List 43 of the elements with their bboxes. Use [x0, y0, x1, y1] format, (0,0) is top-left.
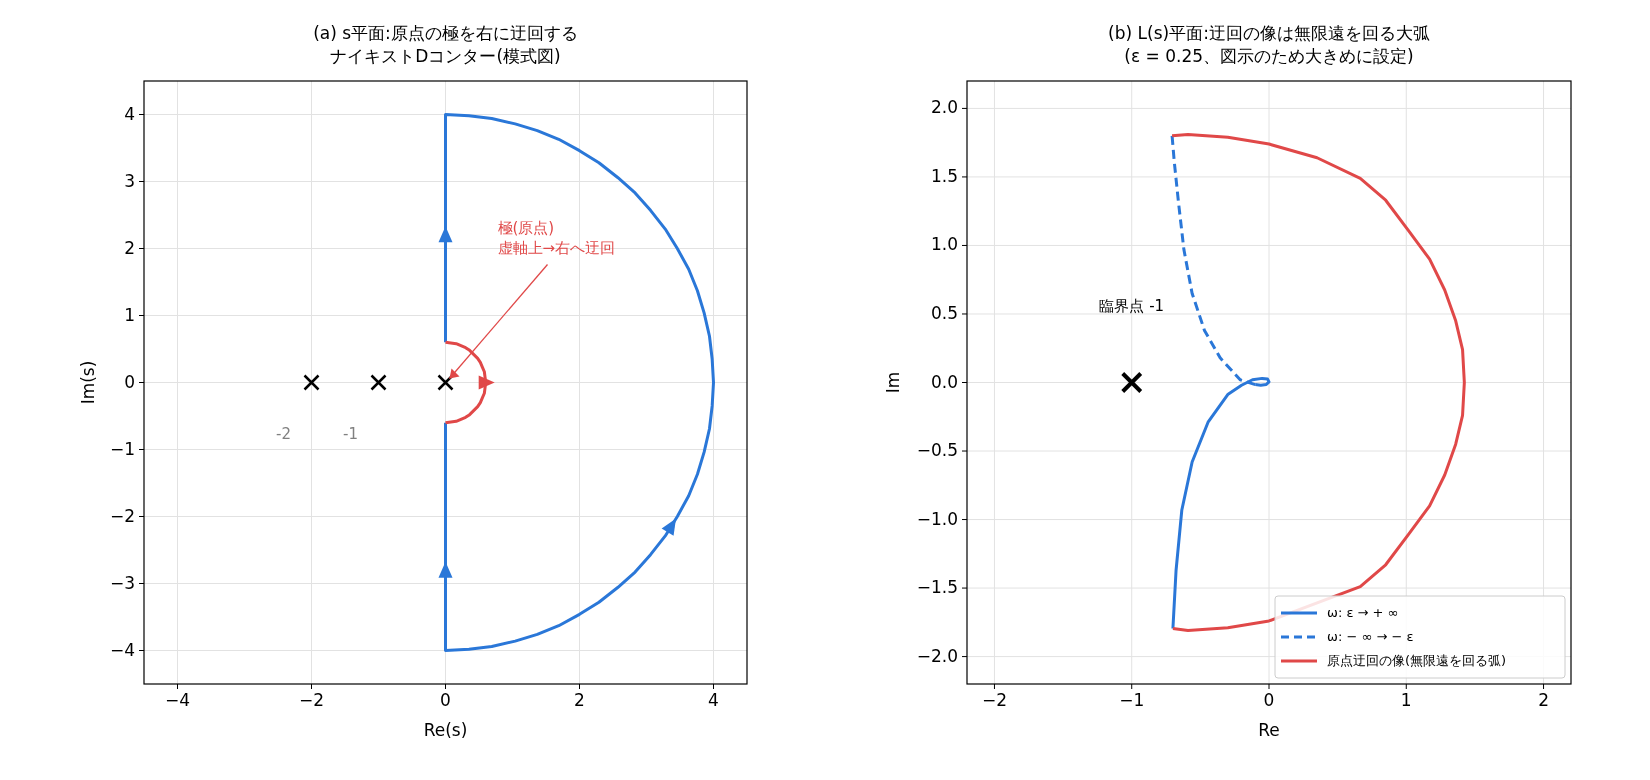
x-axis-title: Re(s) — [423, 720, 468, 740]
y-tick-label: 2.0 — [930, 97, 958, 118]
annotation: -1 — [343, 425, 358, 443]
y-tick-label: −4 — [109, 639, 135, 660]
x-tick-label: −2 — [298, 690, 325, 710]
annotation: 極(原点) 虚軸上→右へ迂回 — [497, 218, 616, 257]
y-tick-label: 2 — [124, 237, 135, 258]
y-axis-title: Im — [883, 371, 903, 394]
y-tick-label: −2.0 — [916, 645, 958, 666]
y-tick-label: −1 — [109, 438, 135, 459]
y-tick-label: −1.0 — [916, 508, 958, 529]
line-series — [444, 113, 715, 652]
chart-title: (a) s平面:原点の極を右に迂回するナイキストDコンター(模式図) — [313, 23, 578, 66]
y-axis-title: Im(s) — [78, 360, 98, 405]
y-tick-label: −2 — [109, 505, 135, 526]
y-tick-label: 4 — [124, 103, 135, 124]
line-series — [1170, 132, 1466, 633]
x-tick-label: 0 — [1263, 690, 1275, 710]
annotation: -2 — [276, 425, 291, 443]
y-tick-label: 0.0 — [930, 371, 958, 392]
y-tick-label: 1 — [124, 304, 135, 325]
y-tick-label: −0.5 — [916, 440, 958, 461]
y-tick-label: −1.5 — [916, 577, 958, 598]
y-tick-label: 0.5 — [930, 302, 958, 323]
x-tick-label: 2 — [1538, 690, 1549, 710]
x-tick-label: −4 — [164, 690, 191, 710]
y-tick-label: 0 — [124, 371, 135, 392]
x-tick-label: 1 — [1400, 690, 1412, 710]
x-tick-label: −1 — [1119, 690, 1145, 710]
chart-title: (b) L(s)平面:迂回の像は無限遠を回る大弧 (ε = 0.25、図示のため大きめに設定) — [1108, 23, 1430, 66]
x-tick-label: 2 — [574, 690, 585, 710]
x-tick-label: −2 — [981, 690, 1007, 710]
y-tick-label: −3 — [109, 572, 135, 593]
x-tick-label: 0 — [440, 690, 451, 710]
legend-label: ω: − ∞ → − ε — [1327, 628, 1414, 644]
y-tick-label: 1.0 — [930, 234, 958, 255]
y-tick-label: 1.5 — [930, 165, 958, 186]
x-tick-label: 4 — [708, 690, 719, 710]
legend-label: 原点迂回の像(無限遠を回る弧) — [1327, 652, 1507, 668]
x-axis-title: Re — [1258, 720, 1280, 740]
legend-label: ω: ε → + ∞ — [1327, 604, 1399, 620]
y-tick-label: 3 — [124, 170, 135, 191]
annotation: 臨界点 -1 — [1099, 297, 1165, 315]
